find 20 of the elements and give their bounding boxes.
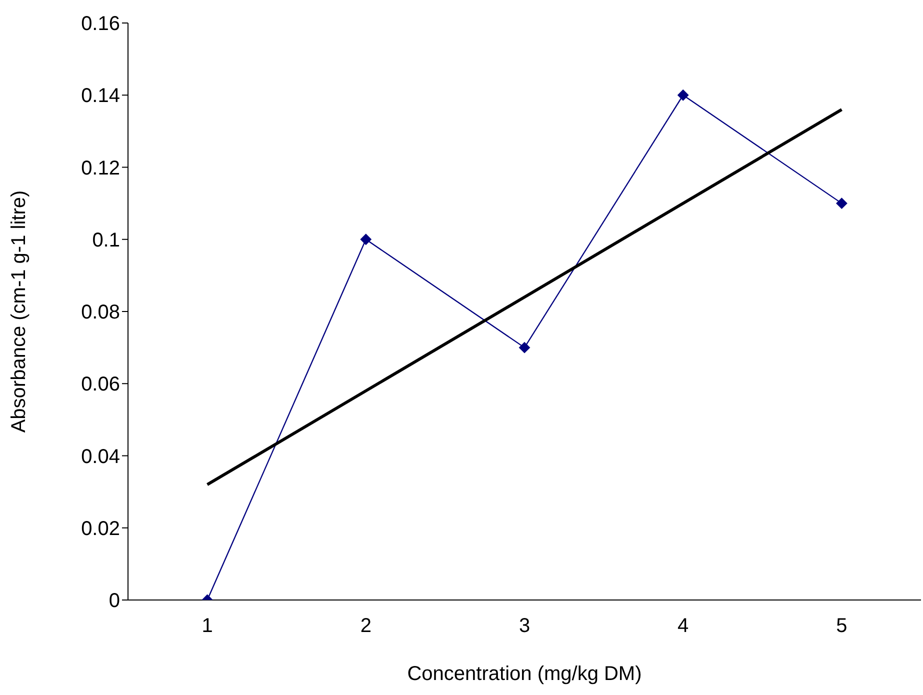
x-tick-label: 3: [518, 615, 530, 638]
x-axis-title: Concentration (mg/kg DM): [407, 663, 642, 685]
point: [678, 90, 689, 101]
point: [360, 234, 372, 245]
x-tick-label: 4: [678, 615, 689, 638]
x-tick-label: 5: [836, 615, 848, 638]
y-axis-title: Absorbance (cm-1 g-1 litre): [8, 190, 30, 433]
x-tick-label: 2: [360, 615, 372, 638]
y-tick-label: 0.02: [81, 518, 120, 540]
y-tick-label: 0.1: [92, 229, 120, 252]
point: [836, 198, 848, 209]
y-tick-label: 0.06: [81, 374, 120, 396]
y-tick-label: 0: [108, 590, 120, 612]
y-tick-label: 0.08: [81, 302, 120, 324]
y-tick-label: 0.12: [81, 157, 120, 180]
point: [519, 342, 530, 354]
y-tick-label: 0.16: [81, 13, 120, 36]
y-tick-label: 0.14: [81, 85, 120, 108]
y-tick-label: 0.04: [81, 446, 120, 468]
x-tick-label: 1: [202, 615, 213, 638]
